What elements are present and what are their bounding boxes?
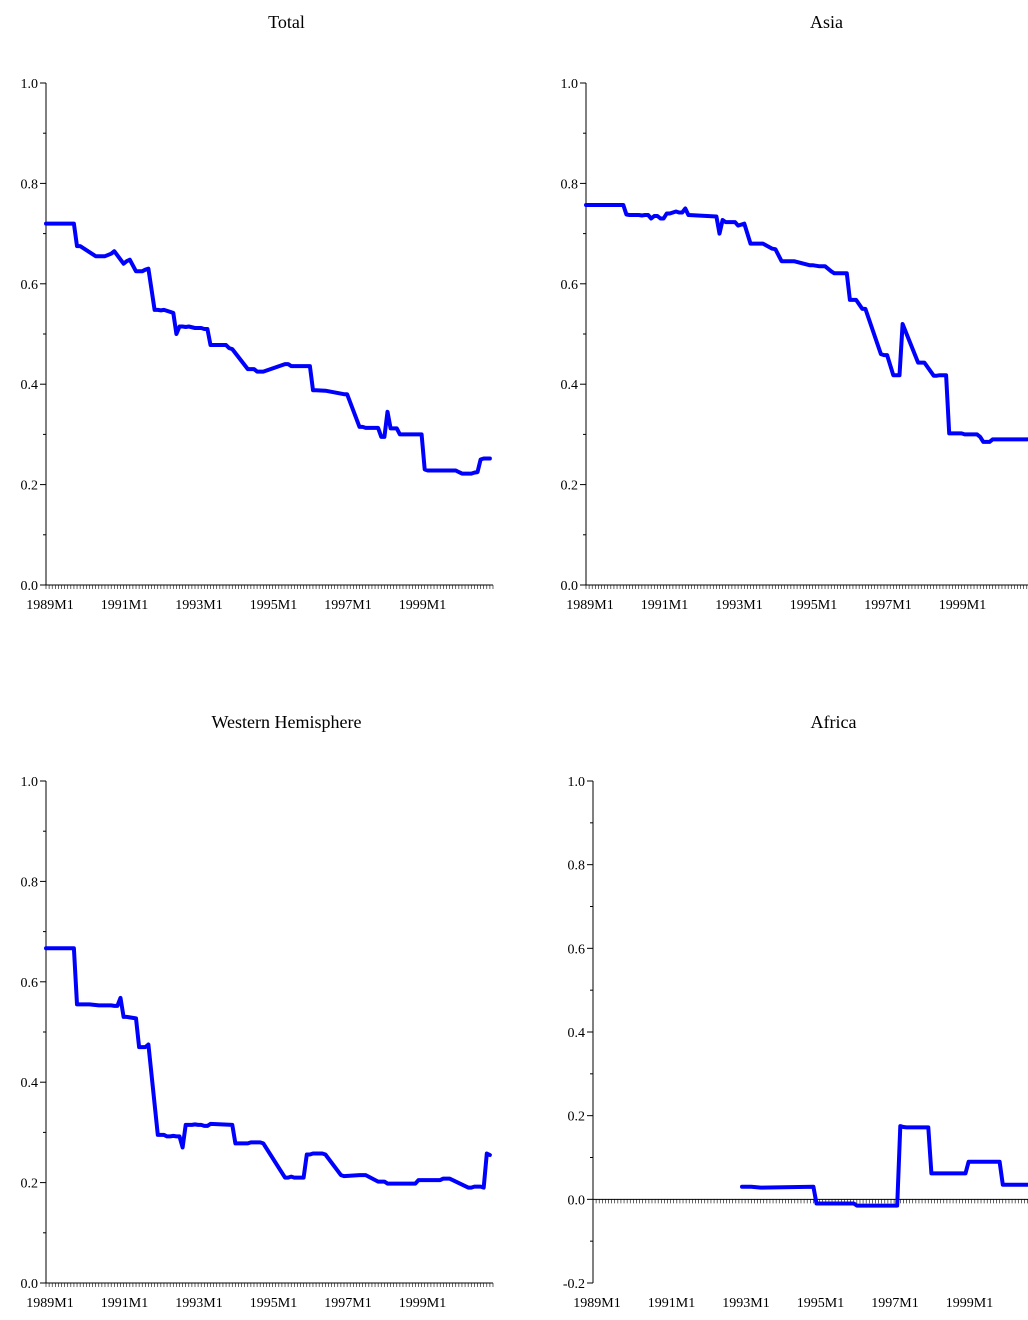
- y-tick-label: 0.4: [568, 1026, 586, 1041]
- chart-title: Africa: [811, 712, 857, 732]
- y-tick-label: 0.8: [21, 177, 39, 192]
- x-tick-label: 1993M1: [722, 1296, 769, 1311]
- y-tick-label: 0.4: [21, 1076, 39, 1091]
- y-tick-label: -0.2: [563, 1277, 585, 1292]
- y-tick-label: 1.0: [21, 775, 39, 790]
- x-tick-label: 1989M1: [573, 1296, 620, 1311]
- x-tick-label: 1991M1: [101, 598, 148, 613]
- chart-panel-0: Total 0.0 0.2 0.4 0.6 0.8 1.0 1989M1 1991M1 1993M…: [21, 12, 494, 613]
- x-tick-label: 1991M1: [641, 598, 688, 613]
- chart-panel-2: Western Hemisphere 0.0 0.2 0.4 0.6 0.8 1.0 1989…: [21, 712, 494, 1311]
- x-tick-label: 1997M1: [324, 1296, 371, 1311]
- y-tick-label: 0.6: [21, 976, 39, 991]
- y-tick-label: 0.2: [21, 1177, 39, 1192]
- x-tick-label: 1995M1: [790, 598, 837, 613]
- y-tick-label: 0.8: [568, 859, 586, 874]
- y-tick-label: 0.4: [561, 378, 579, 393]
- y-tick-label: 0.0: [21, 579, 39, 594]
- x-tick-label: 1997M1: [324, 598, 371, 613]
- x-tick-label: 1989M1: [26, 598, 73, 613]
- x-tick-label: 1999M1: [946, 1296, 993, 1311]
- x-tick-label: 1999M1: [399, 598, 446, 613]
- y-tick-label: 0.2: [561, 479, 579, 494]
- chart-title: Total: [268, 12, 305, 32]
- y-tick-label: 0.0: [568, 1193, 586, 1208]
- y-tick-label: 0.0: [21, 1277, 39, 1292]
- y-tick-label: 0.4: [21, 378, 39, 393]
- x-tick-label: 1993M1: [175, 1296, 222, 1311]
- y-tick-label: 0.8: [561, 177, 579, 192]
- chart-title: Asia: [810, 12, 843, 32]
- x-tick-label: 1997M1: [871, 1296, 918, 1311]
- series-line-0: [44, 221, 492, 476]
- y-tick-label: 0.2: [568, 1110, 586, 1125]
- y-tick-label: 0.8: [21, 875, 39, 890]
- x-tick-label: 1993M1: [175, 598, 222, 613]
- x-tick-label: 1995M1: [250, 1296, 297, 1311]
- chart-panel-3: Africa -0.2 0.0 0.2 0.4 0.6 0.8 1.0 1989M1 1991M1…: [563, 712, 1028, 1311]
- x-tick-label: 1999M1: [399, 1296, 446, 1311]
- x-tick-label: 1999M1: [939, 598, 986, 613]
- y-tick-label: 1.0: [21, 77, 39, 92]
- y-tick-label: 0.2: [21, 479, 39, 494]
- x-tick-label: 1989M1: [566, 598, 613, 613]
- chart-title: Western Hemisphere: [212, 712, 362, 732]
- x-tick-label: 1995M1: [797, 1296, 844, 1311]
- y-tick-label: 1.0: [561, 77, 579, 92]
- y-tick-label: 0.6: [561, 278, 579, 293]
- x-tick-label: 1995M1: [250, 598, 297, 613]
- x-tick-label: 1991M1: [648, 1296, 695, 1311]
- series-line-0: [584, 203, 1028, 444]
- series-line-0: [44, 946, 492, 1190]
- y-tick-label: 0.0: [561, 579, 579, 594]
- chart-panel-1: Asia 0.0 0.2 0.4 0.6 0.8 1.0 1989M1 1991M1 1993M1…: [561, 12, 1028, 613]
- y-tick-label: 1.0: [568, 775, 586, 790]
- x-tick-label: 1989M1: [26, 1296, 73, 1311]
- x-tick-label: 1991M1: [101, 1296, 148, 1311]
- series-line-0: [740, 1124, 1028, 1208]
- y-tick-label: 0.6: [568, 942, 586, 957]
- x-tick-label: 1993M1: [715, 598, 762, 613]
- y-tick-label: 0.6: [21, 278, 39, 293]
- x-tick-label: 1997M1: [864, 598, 911, 613]
